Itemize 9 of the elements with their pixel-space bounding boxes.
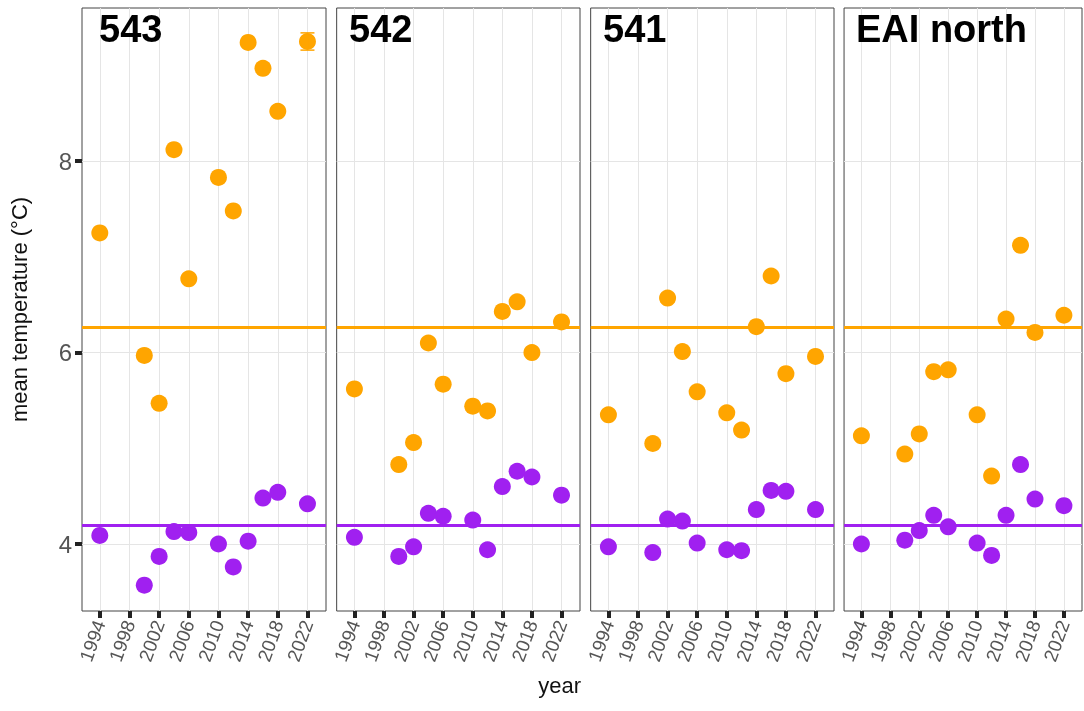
- y-tick-label: 6: [58, 339, 72, 367]
- y-tick-label: 8: [58, 147, 72, 175]
- chart-title: 543: [99, 8, 163, 50]
- chart-title: 542: [349, 8, 413, 50]
- y-tick-label: 4: [58, 530, 72, 558]
- chart-title: EAI north: [856, 8, 1027, 50]
- x-axis-title: year: [538, 672, 581, 698]
- y-axis-title: mean temperature (°C): [6, 196, 32, 423]
- chart-title: 541: [603, 8, 667, 50]
